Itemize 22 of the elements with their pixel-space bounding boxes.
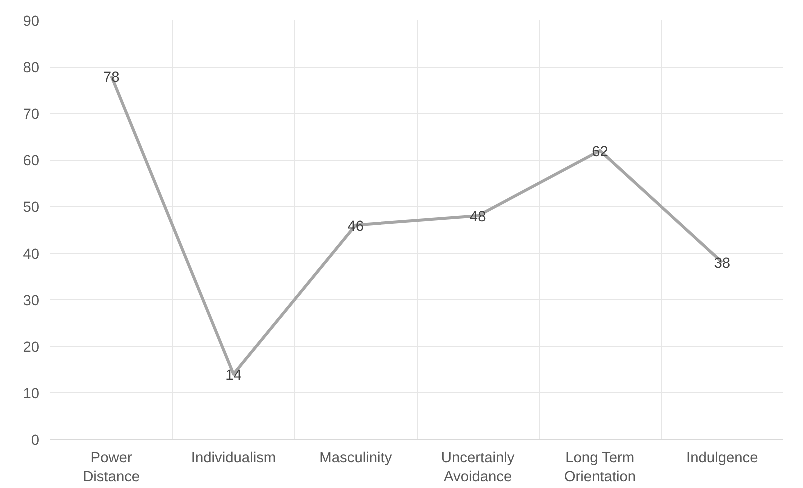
y-tick-label: 0 xyxy=(31,433,40,449)
x-tick-label: Uncertainly Avoidance xyxy=(441,450,516,486)
y-tick-label: 30 xyxy=(23,293,40,310)
y-tick-label: 10 xyxy=(23,386,40,402)
y-tick-label: 70 xyxy=(23,107,40,124)
y-tick-label: 90 xyxy=(23,14,40,30)
data-label: 62 xyxy=(592,144,608,160)
data-label: 46 xyxy=(348,218,364,235)
y-tick-label: 50 xyxy=(23,200,40,216)
x-tick-label: Long Term Orientation xyxy=(564,450,636,486)
y-tick-label: 40 xyxy=(23,246,40,263)
x-tick-label: Power Distance xyxy=(83,450,140,486)
data-label: 78 xyxy=(103,70,120,86)
x-tick-label: Individualism xyxy=(191,450,276,466)
data-label: 38 xyxy=(714,256,731,272)
y-tick-label: 20 xyxy=(23,340,40,356)
data-label: 48 xyxy=(470,210,486,226)
x-tick-label: Masculinity xyxy=(320,450,393,466)
y-tick-label: 60 xyxy=(23,154,40,170)
data-label: 14 xyxy=(226,368,242,384)
y-tick-label: 80 xyxy=(23,60,40,77)
x-tick-label: Indulgence xyxy=(686,450,758,466)
